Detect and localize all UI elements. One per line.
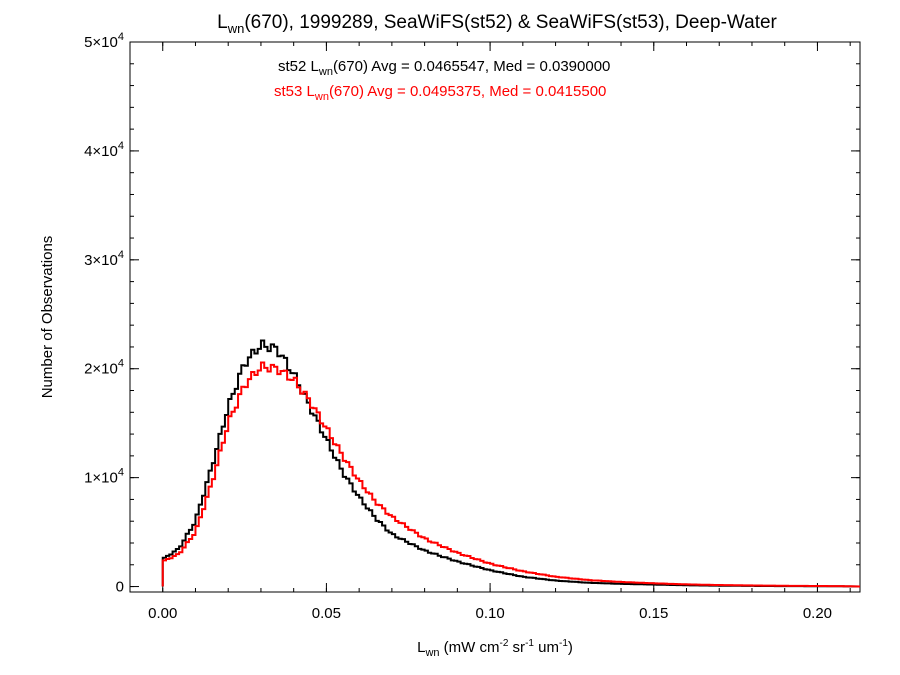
x-tick-label: 0.05 bbox=[312, 605, 341, 622]
y-axis: 0 1×104 2×104 3×104 4×104 5×104 bbox=[84, 31, 860, 596]
st52-stat-annotation: st52 Lwn(670) Avg = 0.0465547, Med = 0.0… bbox=[278, 58, 610, 78]
series-st52-histogram bbox=[161, 339, 861, 588]
x-tick-label: 0.20 bbox=[803, 605, 832, 622]
st53-stat-annotation: st53 Lwn(670) Avg = 0.0495375, Med = 0.0… bbox=[274, 83, 606, 103]
series-st53-histogram bbox=[161, 361, 861, 588]
y-axis-label: Number of Observations bbox=[39, 236, 56, 399]
x-tick-label: 0.00 bbox=[148, 605, 177, 622]
x-tick-label: 0.15 bbox=[639, 605, 668, 622]
plot-frame bbox=[129, 41, 861, 593]
y-tick-label: 5×104 bbox=[84, 31, 124, 51]
x-axis-label: Lwn (mW cm-2 sr-1 um-1) bbox=[417, 638, 573, 659]
y-tick-label: 4×104 bbox=[84, 140, 124, 160]
y-tick-label: 0 bbox=[116, 579, 124, 596]
x-axis: 0.00 0.05 0.10 0.15 0.20 bbox=[129, 42, 851, 622]
y-tick-label: 1×104 bbox=[84, 467, 124, 487]
chart-title: Lwn(670), 1999289, SeaWiFS(st52) & SeaWi… bbox=[217, 12, 777, 36]
series-layer bbox=[161, 339, 861, 588]
x-tick-label: 0.10 bbox=[475, 605, 504, 622]
y-tick-label: 3×104 bbox=[84, 249, 124, 269]
y-tick-label: 2×104 bbox=[84, 358, 124, 378]
